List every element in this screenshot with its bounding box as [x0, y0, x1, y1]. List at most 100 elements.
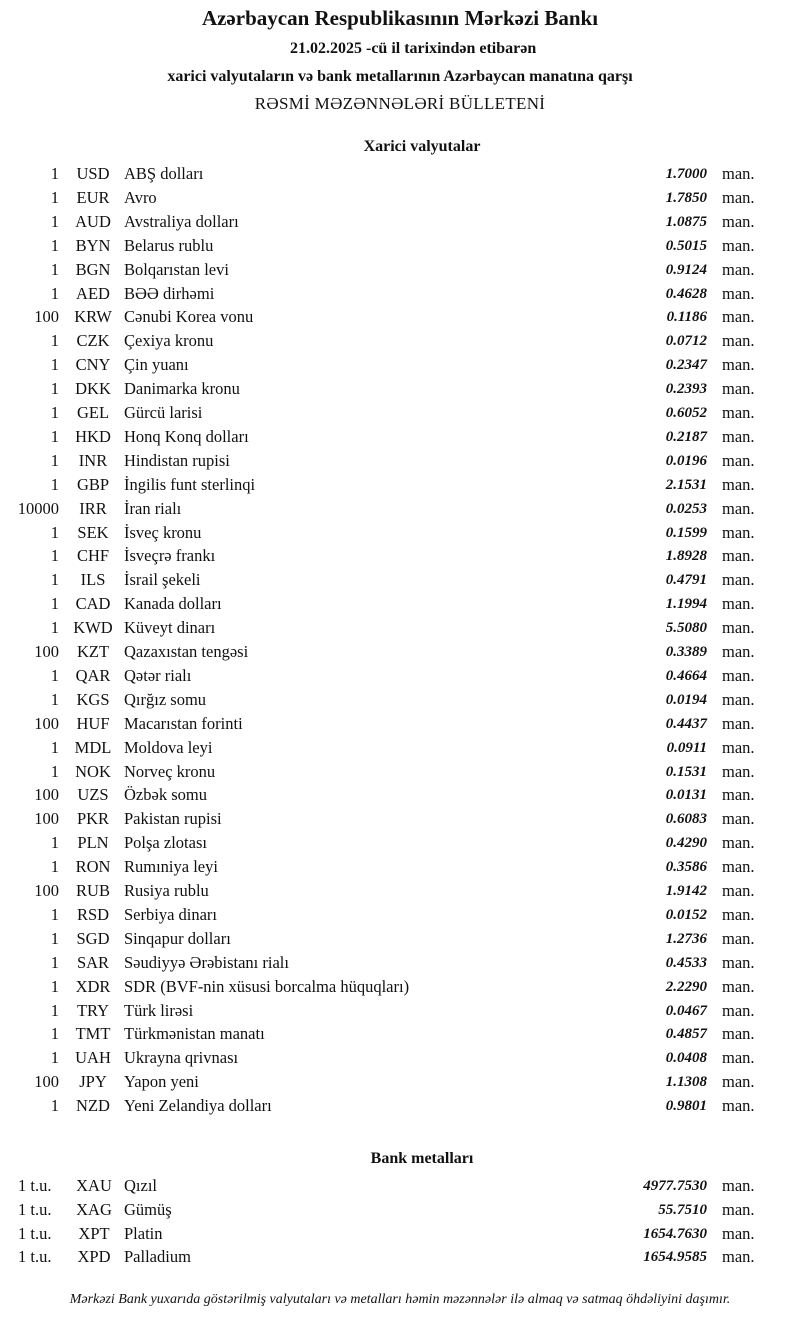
unit: man.: [722, 426, 755, 446]
currency-row: 1 BGN Bolqarıstan levi 0.9124 man.: [0, 258, 800, 282]
rate: 5.5080: [665, 620, 707, 637]
currency-row: 1 CNY Çin yuanı 0.2347 man.: [0, 353, 800, 377]
nominal: 1: [50, 1000, 59, 1020]
currency-row: 100 HUF Macarıstan forinti 0.4437 man.: [0, 712, 800, 736]
nominal: 1: [50, 283, 59, 303]
unit: man.: [722, 522, 755, 542]
nominal: 1: [50, 1024, 59, 1044]
name: SDR (BVF-nin xüsusi borcalma hüquqları): [124, 976, 410, 996]
rate: 0.6052: [665, 405, 707, 421]
rate: 0.2347: [665, 357, 707, 374]
currency-row: 1 AUD Avstraliya dolları 1.0875 man.: [0, 210, 800, 234]
rate: 2.1531: [665, 476, 707, 493]
name: Küveyt dinarı: [124, 618, 216, 638]
code: KGS: [76, 689, 110, 709]
name: Serbiya dinarı: [124, 904, 218, 924]
currency-row: 1 ILS İsrail şekeli 0.4791 man.: [0, 568, 800, 592]
currency-row: 1 GEL Gürcü larisi 0.6052 man.: [0, 401, 800, 425]
rate: 0.1599: [665, 524, 707, 541]
currency-row: 100 RUB Rusiya rublu 1.9142 man.: [0, 879, 800, 903]
code: BYN: [75, 235, 111, 255]
name: Türk lirəsi: [124, 1000, 194, 1020]
nominal: 1: [50, 164, 59, 183]
code: MDL: [74, 737, 112, 757]
currency-row: 1 BYN Belarus rublu 0.5015 man.: [0, 234, 800, 258]
document-subtitle: xarici valyutaların və bank metallarının…: [167, 68, 633, 85]
code: NOK: [75, 761, 111, 781]
rate: 1654.7630: [643, 1225, 707, 1242]
code: RUB: [76, 881, 110, 900]
rate: 0.3389: [665, 644, 707, 660]
nominal: 1: [50, 928, 59, 948]
unit: man.: [722, 833, 755, 853]
code: GEL: [76, 403, 110, 422]
name: Avro: [124, 187, 157, 207]
name: Gümüş: [124, 1199, 172, 1219]
unit: man.: [722, 283, 755, 303]
rate: 2.2290: [665, 978, 707, 995]
unit: man.: [722, 1199, 755, 1219]
currency-row: 1 PLN Polşa zlotası 0.4290 man.: [0, 831, 800, 855]
code: CAD: [75, 594, 111, 614]
rate: 1.7850: [665, 189, 707, 206]
nominal: 1: [50, 904, 59, 924]
rate: 0.0253: [665, 500, 707, 517]
name: Kanada dolları: [124, 594, 222, 614]
nominal: 100: [34, 307, 59, 327]
unit: man.: [722, 618, 755, 638]
currency-row: 1 CZK Çexiya kronu 0.0712 man.: [0, 329, 800, 353]
code: RON: [75, 857, 111, 877]
unit: man.: [722, 498, 755, 518]
name: Polşa zlotası: [124, 833, 207, 853]
rate: 0.5015: [665, 237, 707, 254]
code: XDR: [75, 976, 111, 996]
unit: man.: [722, 1024, 755, 1044]
name: İsveçrə frankı: [124, 546, 216, 566]
currency-row: 1 INR Hindistan rupisi 0.0196 man.: [0, 449, 800, 473]
currency-row: 1 SEK İsveç kronu 0.1599 man.: [0, 521, 800, 545]
code: XPT: [78, 1223, 110, 1243]
rate: 0.2393: [665, 381, 707, 398]
code: IRR: [79, 498, 107, 518]
code: ILS: [80, 570, 106, 590]
currency-row: 1 EUR Avro 1.7850 man.: [0, 186, 800, 210]
unit: man.: [722, 187, 755, 207]
code: QAR: [75, 665, 111, 685]
name: Türkmənistan manatı: [124, 1024, 265, 1044]
nominal: 1: [50, 618, 59, 638]
rate: 1.1308: [665, 1074, 707, 1091]
name: Pakistan rupisi: [124, 809, 222, 829]
unit: man.: [722, 1096, 755, 1116]
code: CNY: [75, 355, 111, 375]
rate: 4977.7530: [643, 1178, 707, 1194]
disclaimer: Mərkəzi Bank yuxarıda göstərilmiş valyut…: [69, 1292, 731, 1307]
nominal: 1: [50, 857, 59, 877]
code: AED: [76, 283, 110, 303]
currency-row: 1 MDL Moldova leyi 0.0911 man.: [0, 736, 800, 760]
name: Bolqarıstan levi: [124, 259, 229, 279]
metal-row: 1 t.u. XPT Platin 1654.7630 man.: [0, 1222, 800, 1246]
code: INR: [78, 450, 108, 470]
rate: 0.0196: [665, 452, 707, 469]
currency-row: 1 NOK Norveç kronu 0.1531 man.: [0, 760, 800, 784]
currencies-heading: Xarici valyutalar: [363, 138, 481, 155]
unit: man.: [722, 307, 755, 327]
name: Danimarka kronu: [124, 379, 240, 399]
name: Özbək somu: [124, 785, 207, 805]
unit: man.: [722, 737, 755, 757]
code: XAU: [76, 1176, 112, 1195]
name: Platin: [124, 1223, 163, 1243]
unit: man.: [722, 355, 755, 375]
nominal: 1: [50, 1096, 59, 1116]
currency-row: 1 TMT Türkmənistan manatı 0.4857 man.: [0, 1022, 800, 1046]
code: HUF: [76, 713, 110, 733]
code: XAG: [76, 1199, 112, 1219]
unit: man.: [722, 594, 755, 614]
unit: man.: [722, 1048, 755, 1068]
currency-row: 1 USD ABŞ dolları 1.7000 man.: [0, 162, 800, 186]
name: İngilis funt sterlinqi: [124, 474, 256, 494]
unit: man.: [722, 1072, 755, 1092]
currency-row: 1 UAH Ukrayna qrivnası 0.0408 man.: [0, 1046, 800, 1070]
name: ABŞ dolları: [124, 164, 204, 183]
currency-row: 1 DKK Danimarka kronu 0.2393 man.: [0, 377, 800, 401]
